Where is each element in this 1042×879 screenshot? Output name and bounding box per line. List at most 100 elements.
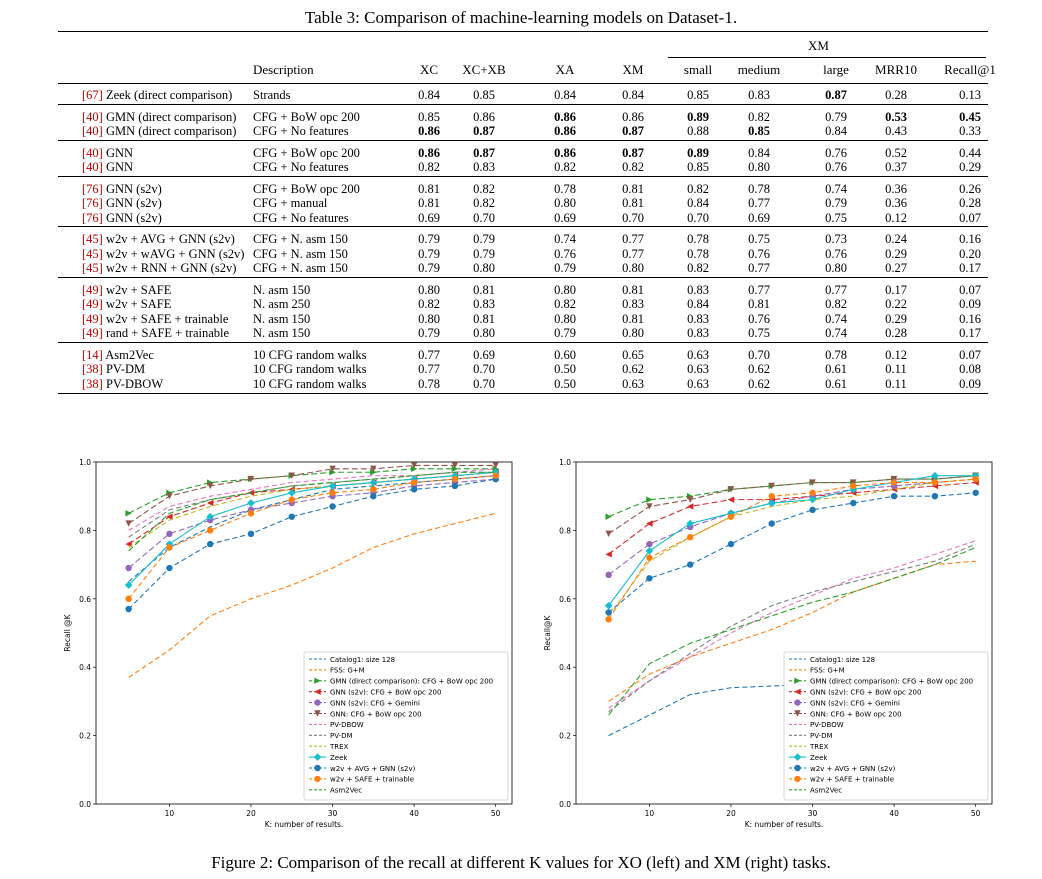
legend-marker	[794, 677, 801, 684]
legend-entry: FSS: G+M	[810, 667, 845, 675]
y-tick-label: 0.6	[79, 595, 91, 604]
model-label: w2v + AVG + GNN (s2v)	[102, 232, 235, 246]
citation-link[interactable]: [40]	[82, 145, 103, 160]
col-header-large: large	[823, 62, 849, 77]
col-header-mrr10: MRR10	[875, 62, 917, 77]
data-point	[451, 465, 459, 473]
value-cell: 0.62	[622, 362, 644, 376]
group-separator	[58, 276, 988, 278]
value-cell: 0.69	[554, 210, 576, 225]
legend-marker	[313, 753, 322, 761]
series-line	[608, 546, 976, 716]
model-name: [40] GMN (direct comparison)	[82, 124, 236, 138]
data-point	[165, 540, 174, 548]
data-point	[125, 605, 132, 613]
series-asm2vec	[128, 471, 496, 552]
citation-link[interactable]: [40]	[82, 124, 103, 138]
value-cell: 0.79	[473, 246, 495, 261]
value-cell: 0.83	[473, 160, 495, 174]
data-point	[288, 472, 295, 479]
table-row: [38] PV-DBOW 10 CFG random walks 0.78 0.70 0…	[0, 377, 1042, 391]
citation-link[interactable]: [76]	[82, 181, 103, 196]
data-point	[166, 513, 173, 520]
citation-link[interactable]: [49]	[82, 326, 103, 340]
data-point	[410, 479, 418, 486]
model-name: [49] w2v + SAFE + trainable	[82, 312, 228, 326]
data-point	[287, 488, 296, 497]
series-line	[608, 492, 976, 613]
value-cell: 0.83	[687, 326, 709, 340]
citation-link[interactable]: [49]	[82, 311, 103, 326]
model-name: [45] w2v + wAVG + GNN (s2v)	[82, 247, 244, 261]
value-cell: 0.65	[622, 347, 644, 362]
table-row: [49] rand + SAFE + trainable N. asm 150 0.…	[0, 326, 1042, 340]
model-label: GNN (s2v)	[102, 196, 162, 210]
value-cell: 0.62	[748, 362, 770, 376]
y-tick-label: 1.0	[559, 458, 571, 467]
data-point	[206, 499, 214, 507]
value-cell: 0.80	[473, 326, 495, 340]
data-point	[206, 527, 214, 534]
value-cell: 0.78	[418, 376, 440, 391]
value-cell: 0.77	[748, 196, 770, 210]
value-cell: 0.76	[825, 246, 847, 261]
legend-entry: GNN: CFG + BoW opc 200	[330, 710, 422, 718]
value-cell: 0.79	[418, 261, 440, 275]
data-point	[166, 493, 173, 500]
value-cell: 0.75	[748, 232, 770, 246]
legend-entry: w2v + SAFE + trainable	[330, 776, 414, 784]
model-label: GMN (direct comparison)	[102, 109, 237, 124]
series-w2v-safe-trainable	[605, 475, 979, 623]
x-axis-label: K: number of results.	[265, 820, 344, 829]
citation-link[interactable]: [45]	[82, 232, 103, 246]
x-tick-label: 30	[808, 809, 818, 818]
data-point	[492, 472, 499, 479]
value-cell: 0.78	[748, 181, 770, 196]
data-point	[166, 564, 173, 572]
data-point	[768, 482, 775, 490]
citation-link[interactable]: [49]	[82, 297, 103, 311]
data-point	[605, 616, 612, 623]
citation-link[interactable]: [45]	[82, 261, 103, 275]
value-cell: 0.86	[554, 124, 576, 138]
citation-link[interactable]: [49]	[82, 282, 103, 297]
value-cell: 0.82	[687, 261, 709, 275]
value-cell: 0.84	[418, 88, 440, 102]
citation-link[interactable]: [45]	[82, 246, 103, 261]
citation-link[interactable]: [38]	[82, 376, 103, 391]
value-cell: 0.11	[885, 376, 907, 391]
data-point	[646, 540, 653, 548]
value-cell: 0.36	[885, 181, 907, 196]
series-w2v-avg-gnn-s2v-	[125, 475, 499, 613]
model-name: [45] w2v + RNN + GNN (s2v)	[82, 261, 236, 275]
data-point	[931, 493, 939, 500]
citation-link[interactable]: [76]	[82, 196, 103, 210]
legend-entry: PV-DBOW	[330, 721, 364, 729]
citation-link[interactable]: [67]	[82, 88, 103, 102]
data-point	[605, 551, 612, 558]
data-point	[686, 496, 694, 503]
data-point	[247, 530, 255, 538]
data-point	[370, 493, 377, 500]
value-cell: 0.85	[418, 109, 440, 124]
data-point	[646, 554, 653, 561]
value-cell: 0.11	[885, 362, 907, 376]
value-cell: 0.16	[959, 232, 981, 246]
value-cell: 0.61	[825, 376, 847, 391]
citation-link[interactable]: [40]	[82, 160, 103, 174]
model-name: [49] w2v + SAFE	[82, 283, 171, 297]
series-gnn-cfg-bow-opc-200	[125, 462, 499, 527]
value-cell: 0.73	[825, 232, 847, 246]
citation-link[interactable]: [38]	[82, 362, 103, 376]
x-tick-label: 50	[491, 809, 501, 818]
citation-link[interactable]: [76]	[82, 210, 103, 225]
value-cell: 0.29	[885, 246, 907, 261]
series-line	[608, 478, 976, 576]
data-point	[451, 475, 459, 483]
description-cell: N. asm 150	[253, 326, 311, 340]
citation-link[interactable]: [40]	[82, 109, 103, 124]
data-point	[850, 479, 857, 486]
value-cell: 0.85	[687, 160, 709, 174]
value-cell: 0.70	[473, 376, 495, 391]
citation-link[interactable]: [14]	[82, 347, 103, 362]
